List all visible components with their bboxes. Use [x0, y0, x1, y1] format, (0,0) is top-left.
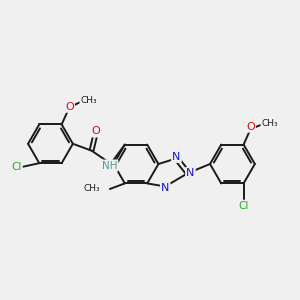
- Text: O: O: [91, 126, 100, 136]
- Text: CH₃: CH₃: [84, 184, 101, 194]
- Text: O: O: [65, 102, 74, 112]
- Text: N: N: [186, 168, 195, 178]
- Text: Cl: Cl: [238, 201, 249, 211]
- Text: CH₃: CH₃: [80, 96, 97, 105]
- Text: N: N: [172, 152, 181, 162]
- Text: N: N: [161, 183, 170, 194]
- Text: Cl: Cl: [11, 162, 22, 172]
- Text: NH: NH: [102, 160, 117, 171]
- Text: O: O: [246, 122, 255, 132]
- Text: CH₃: CH₃: [261, 119, 278, 128]
